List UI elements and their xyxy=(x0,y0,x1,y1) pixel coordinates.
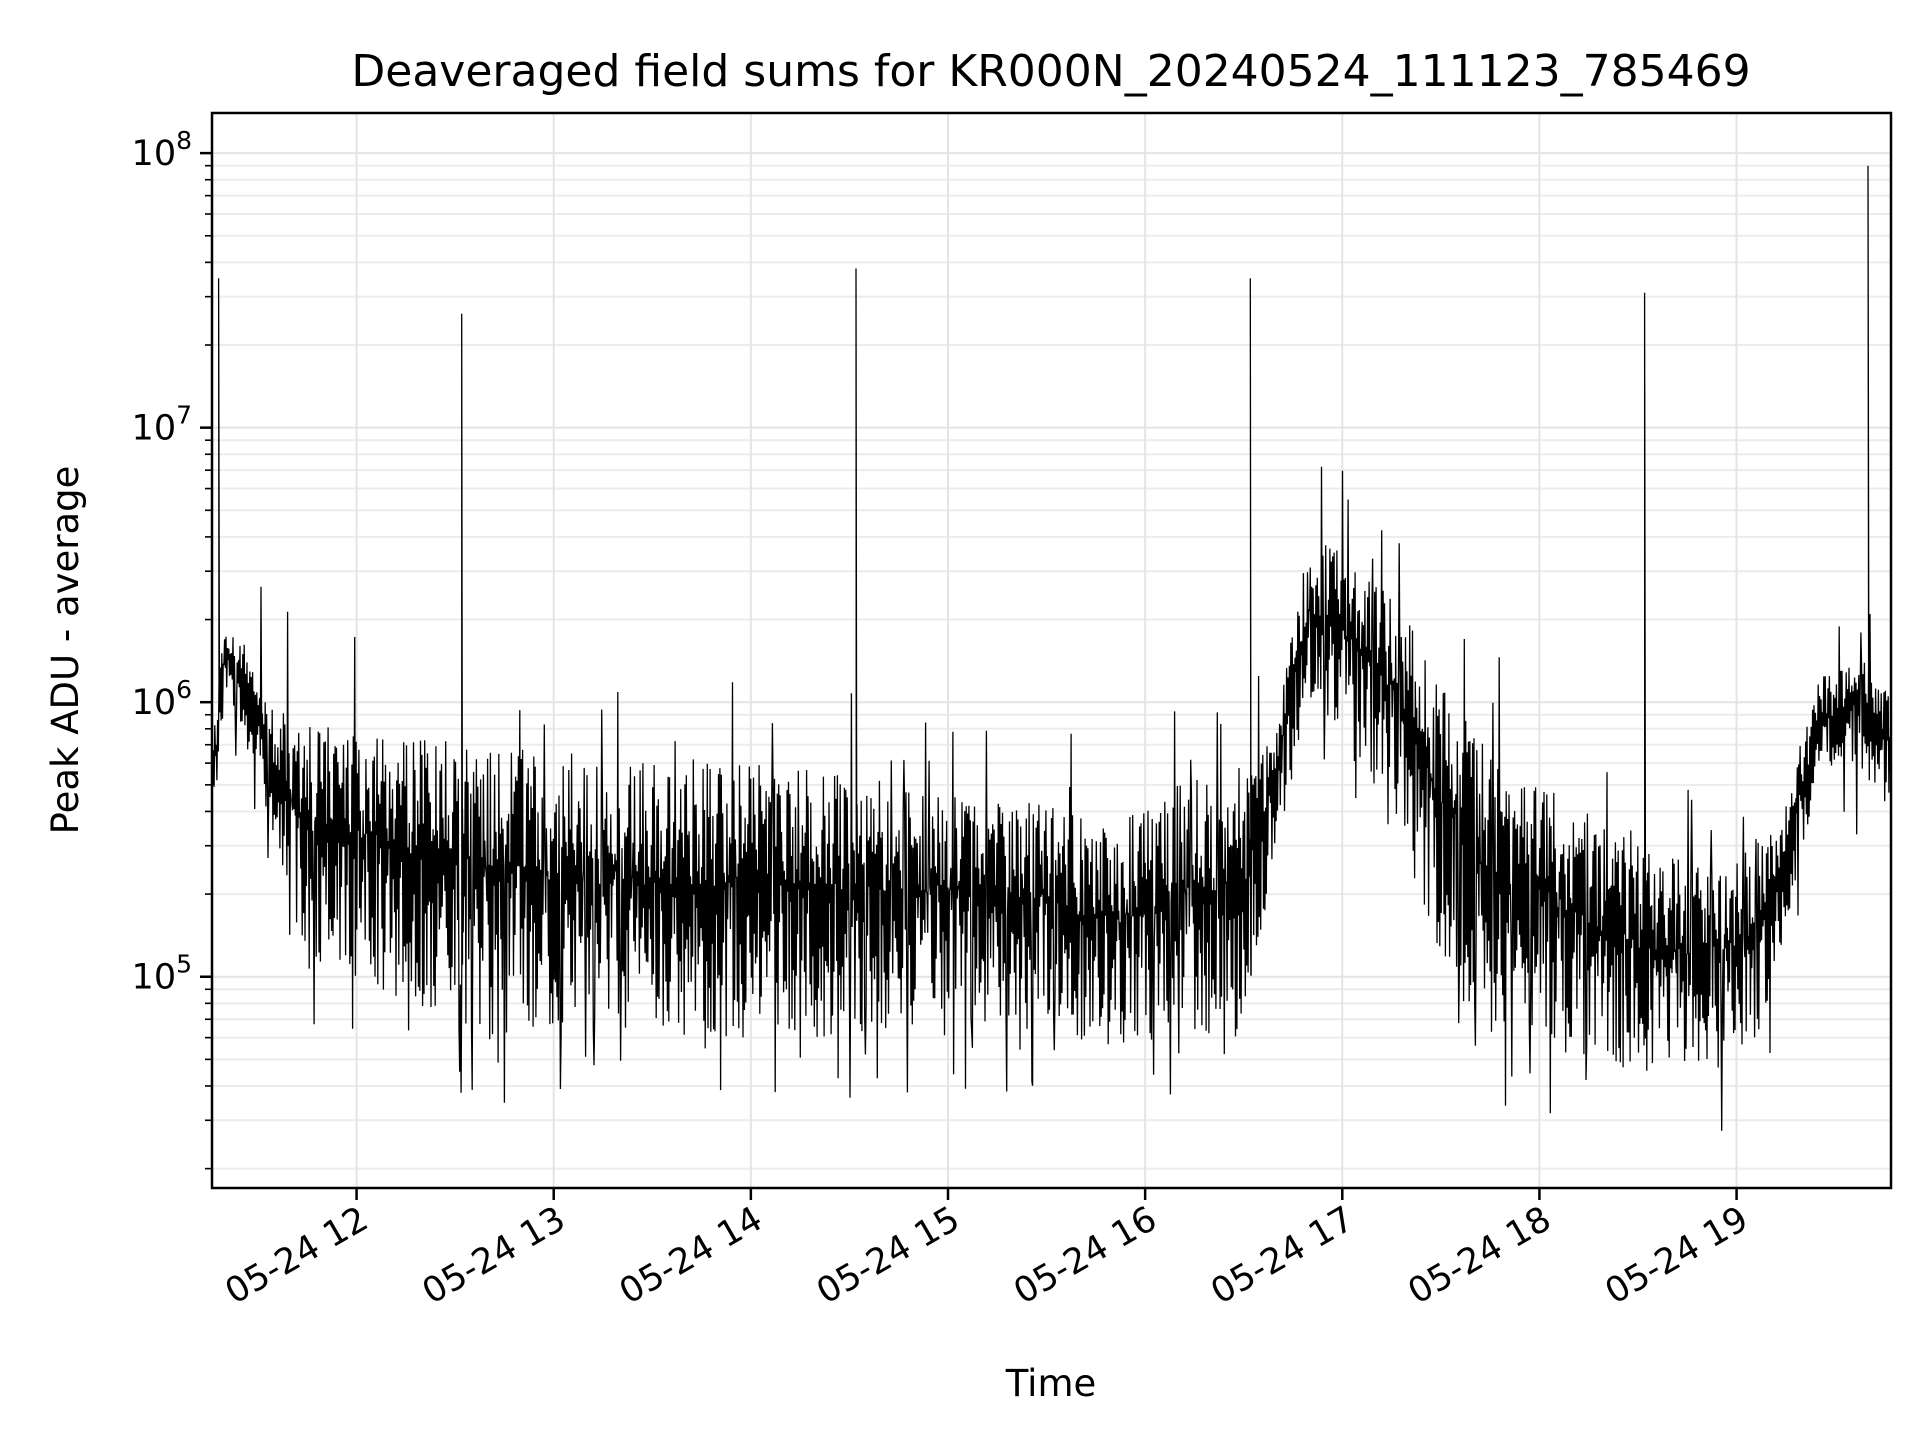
y-tick-label: 106 xyxy=(132,675,192,723)
y-tick-label: 108 xyxy=(132,126,192,174)
x-axis-label: Time xyxy=(1005,1362,1097,1405)
plot-frame xyxy=(210,111,1893,1190)
y-axis-label: Peak ADU - average xyxy=(44,466,87,835)
y-tick-label: 107 xyxy=(132,401,192,449)
data-series xyxy=(212,165,1891,1131)
chart-title: Deaveraged field sums for KR000N_2024052… xyxy=(351,46,1750,97)
series-line xyxy=(212,165,1891,1131)
y-tick-label: 105 xyxy=(132,950,192,998)
